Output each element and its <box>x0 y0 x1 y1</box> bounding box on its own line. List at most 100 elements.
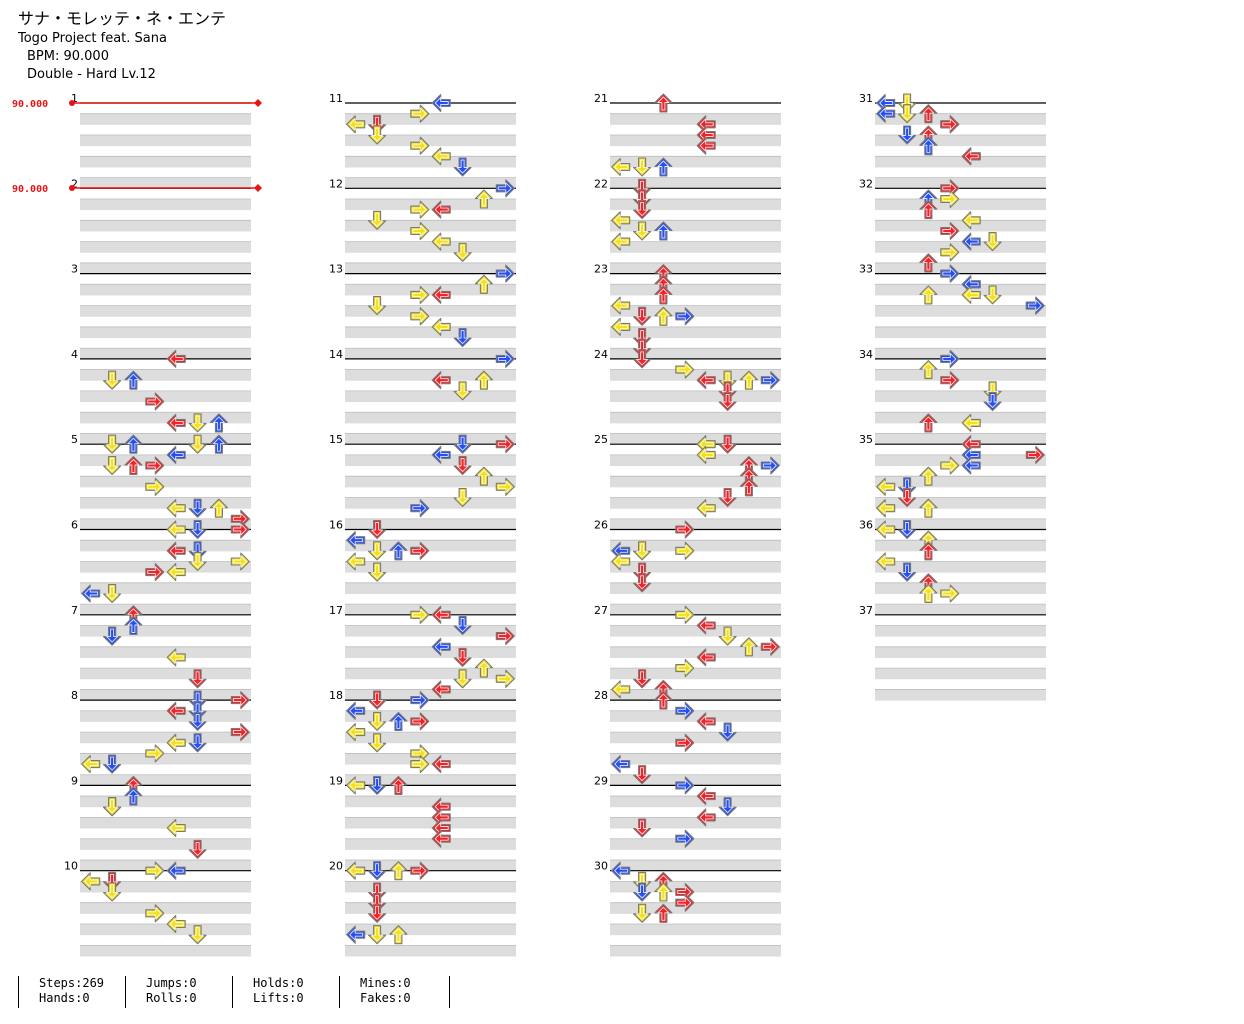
beat-stripe <box>610 198 781 211</box>
arrow-down-eighth <box>188 690 207 710</box>
beat-stripe <box>345 369 516 381</box>
stat-rolls: Rolls:0 <box>146 991 197 1005</box>
measure-number: 22 <box>594 177 608 190</box>
arrow-right-quarter <box>495 435 515 454</box>
arrow-right-quarter <box>410 541 430 560</box>
arrow-left-quarter <box>166 701 186 720</box>
beat-stripe <box>610 604 781 616</box>
arrow-up-quarter <box>389 775 408 795</box>
beat-stripe <box>610 177 781 189</box>
beat-stripe <box>345 476 516 488</box>
beat-stripe <box>345 454 516 467</box>
beat-stripe <box>80 689 251 701</box>
beat-stripe <box>610 817 781 829</box>
beat-stripe <box>80 646 251 658</box>
beat-stripe <box>80 412 251 424</box>
beat-stripe <box>80 305 251 317</box>
arrow-down-eighth <box>453 615 472 636</box>
arrow-right-eighth <box>760 371 780 390</box>
measure-34: 34 <box>859 348 1046 445</box>
arrow-right-eighth <box>410 499 430 518</box>
arrow-left-sixteenth <box>166 520 186 539</box>
arrow-down-sixteenth <box>633 903 652 923</box>
arrow-right-quarter <box>760 637 780 656</box>
beat-stripe <box>875 241 1046 253</box>
beat-stripe <box>610 262 781 275</box>
arrow-down-eighth <box>898 562 917 582</box>
beat-stripe <box>80 668 251 680</box>
measure-number: 23 <box>594 263 608 276</box>
arrow-up-eighth <box>124 615 143 636</box>
beat-stripe <box>80 198 251 211</box>
arrow-up-eighth <box>124 434 143 454</box>
arrow-down-quarter <box>633 189 652 209</box>
beat-stripe <box>875 604 1046 616</box>
arrow-left-sixteenth <box>166 818 186 838</box>
beat-stripe <box>875 625 1046 637</box>
arrow-left-quarter <box>166 413 186 432</box>
beat-stripe <box>80 497 251 509</box>
arrow-down-quarter <box>633 669 652 689</box>
beat-stripe <box>875 561 1046 573</box>
arrow-up-sixteenth <box>474 370 493 390</box>
beat-stripe <box>345 838 516 850</box>
arrow-left-sixteenth <box>611 232 631 251</box>
song-artist: Togo Project feat. Sana <box>18 31 167 46</box>
song-header: サナ・モレッテ・ネ・エンテ Togo Project feat. Sana BP… <box>18 8 226 84</box>
measure-number: 4 <box>71 348 78 361</box>
arrow-down-quarter <box>368 690 387 710</box>
arrow-right-quarter <box>230 520 250 539</box>
arrow-down-eighth <box>188 711 207 731</box>
arrow-up-eighth <box>654 221 673 241</box>
arrow-down-quarter <box>368 903 387 923</box>
beat-stripe <box>610 113 781 125</box>
arrow-up-quarter <box>919 541 938 561</box>
beat-stripe <box>345 326 516 339</box>
arrow-right-quarter <box>410 712 430 731</box>
measure-number: 14 <box>329 348 343 361</box>
arrow-right-sixteenth <box>940 189 960 209</box>
arrow-down-quarter <box>633 328 652 348</box>
beat-stripe <box>345 817 516 829</box>
measure-3: 3 <box>71 263 251 360</box>
beat-stripe <box>345 710 516 722</box>
arrow-up-eighth <box>124 370 143 390</box>
arrow-left-sixteenth <box>166 914 186 934</box>
measure-8: 8 <box>71 689 251 786</box>
arrow-left-quarter <box>166 541 186 560</box>
arrow-left-quarter <box>431 285 451 304</box>
arrow-up-eighth <box>209 434 228 454</box>
arrow-left-eighth <box>961 232 981 251</box>
beat-stripe <box>80 838 251 850</box>
arrow-down-eighth <box>103 626 122 646</box>
arrow-down-sixteenth <box>103 370 122 390</box>
arrow-right-sixteenth <box>410 104 430 123</box>
arrow-left-sixteenth <box>961 413 981 432</box>
beat-stripe <box>80 348 251 360</box>
beat-stripe <box>610 646 781 658</box>
beat-stripe <box>345 604 516 616</box>
arrow-right-quarter <box>675 893 695 912</box>
arrow-down-quarter <box>368 882 387 902</box>
stat-jumps: Jumps:0 <box>146 976 197 990</box>
beat-stripe <box>345 113 516 125</box>
beat-stripe <box>80 945 251 957</box>
arrow-down-sixteenth <box>368 711 387 731</box>
measure-14: 14 <box>329 348 516 445</box>
beat-stripe <box>345 689 516 701</box>
beat-stripe <box>875 305 1046 317</box>
beat-stripe <box>80 710 251 722</box>
beat-stripe <box>80 476 251 488</box>
beat-stripe <box>875 284 1046 296</box>
measure-29: 29 <box>594 774 781 872</box>
measure-23: 23 <box>594 263 781 360</box>
arrow-left-eighth <box>431 445 451 464</box>
arrow-right-sixteenth <box>410 605 430 624</box>
arrow-left-quarter <box>696 136 716 155</box>
arrow-left-quarter <box>696 712 716 731</box>
arrow-left-eighth <box>346 925 366 944</box>
arrow-up-quarter <box>654 93 673 113</box>
beat-stripe <box>610 732 781 744</box>
beat-stripe <box>610 369 781 381</box>
arrow-left-sixteenth <box>166 563 186 582</box>
